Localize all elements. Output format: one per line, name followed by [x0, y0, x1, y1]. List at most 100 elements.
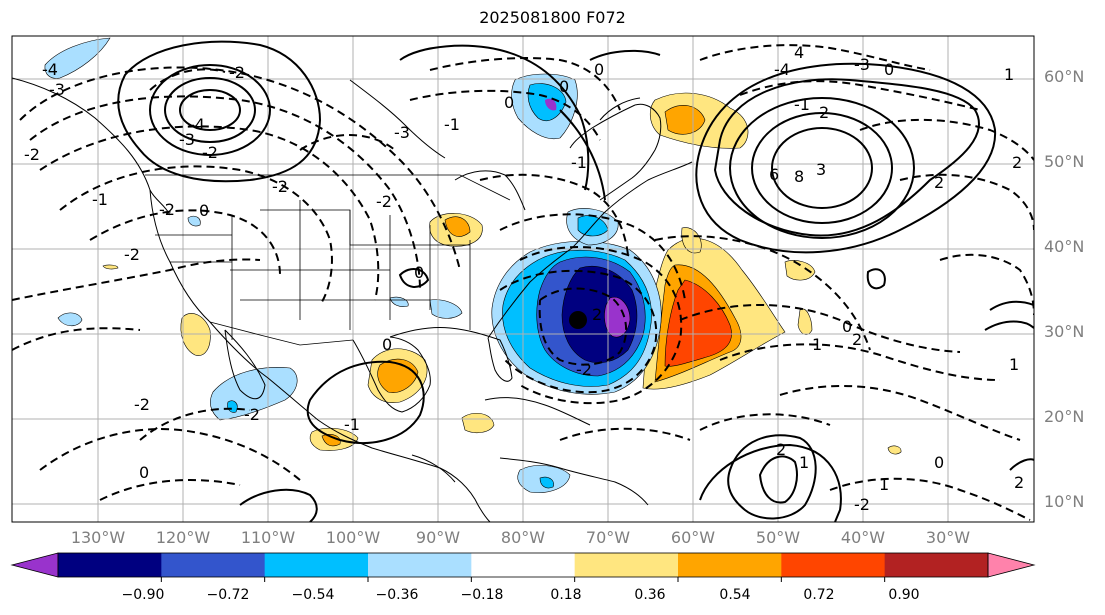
contour-label: -2: [24, 145, 40, 164]
lon-label-50w: 50°W: [755, 528, 801, 547]
contour-label: -1: [571, 153, 587, 172]
contour-label: 0: [842, 317, 852, 336]
colorbar-extend-min: [10, 552, 59, 578]
colorbar-tick-label: −0.54: [291, 587, 335, 603]
contour-label: 2: [819, 103, 829, 122]
lat-label-40n: 40°N: [1044, 237, 1085, 256]
contour-label: 6: [769, 165, 779, 184]
positive-contours: [117, 40, 1034, 522]
contour-label: 1: [812, 335, 822, 354]
contour-label: -1: [344, 415, 360, 434]
contour-label: -2: [229, 63, 245, 82]
graticule: [12, 36, 1034, 522]
contour-label: -2: [124, 245, 140, 264]
lat-label-30n: 30°N: [1044, 322, 1085, 341]
contour-label: 0: [414, 263, 424, 282]
lat-label-60n: 60°N: [1044, 67, 1085, 86]
contour-label: 8: [794, 167, 804, 186]
colorbar-tick-label: −0.18: [460, 587, 504, 603]
contour-label: 1: [1004, 65, 1014, 84]
contour-label: -3: [49, 80, 65, 99]
contour-label: -3: [179, 130, 195, 149]
lon-label-110w: 110°W: [240, 528, 296, 547]
contour-label: -2: [376, 192, 392, 211]
contour-label: 0: [139, 463, 149, 482]
colorbar-swatch: [368, 553, 472, 577]
contour-label: 2: [1012, 153, 1022, 172]
contour-label: 2: [776, 440, 786, 459]
lon-label-120w: 120°W: [155, 528, 211, 547]
map-title: 2025081800 F072: [479, 8, 626, 27]
contour-label: -1: [444, 115, 460, 134]
colorbar-extend-max: [987, 552, 1036, 578]
colorbar-swatch: [781, 553, 886, 577]
map-frame: [11, 35, 1035, 523]
contour-label: 1: [1009, 355, 1019, 374]
negative-anomaly-shading: [44, 37, 662, 493]
contour-label: -3: [854, 55, 870, 74]
contour-label: 0: [594, 60, 604, 79]
contour-label: 0: [504, 93, 514, 112]
contour-label: -2: [134, 395, 150, 414]
lon-label-60w: 60°W: [670, 528, 716, 547]
colorbar-tick-label: 0.72: [803, 587, 835, 603]
contour-label: 0: [382, 335, 392, 354]
contour-label: 1: [799, 453, 809, 472]
colorbar-tick-label: −0.72: [206, 587, 250, 603]
storm-center-marker: [569, 311, 587, 329]
contour-label: -1: [794, 95, 810, 114]
contour-label: 2: [592, 305, 602, 324]
contour-label: -2: [202, 143, 218, 162]
lon-label-70w: 70°W: [585, 528, 631, 547]
contour-label: -2: [244, 405, 260, 424]
lat-label-50n: 50°N: [1044, 152, 1085, 171]
colorbar-tick-label: 0.90: [888, 587, 920, 603]
colorbar-swatch: [264, 553, 369, 577]
contour-label: 2: [934, 173, 944, 192]
contour-label: -1: [92, 190, 108, 209]
contour-label: -4: [189, 115, 205, 134]
contour-label: -4: [774, 60, 790, 79]
lon-label-80w: 80°W: [500, 528, 546, 547]
colorbar-tick-label: 0.54: [719, 587, 751, 603]
colorbar-tick-label: −0.36: [375, 587, 419, 603]
lon-label-90w: 90°W: [415, 528, 461, 547]
colorbar-tick-label: −0.90: [121, 587, 165, 603]
contour-label: -2: [854, 495, 870, 514]
contour-label: -2: [576, 360, 592, 379]
colorbar: [10, 552, 1036, 582]
contour-label: 0: [559, 77, 569, 96]
negative-contours: [12, 44, 1034, 521]
colorbar-swatch: [161, 553, 266, 577]
colorbar-swatch: [58, 553, 162, 577]
contour-label: -4: [42, 60, 58, 79]
lon-label-130w: 130°W: [70, 528, 126, 547]
contour-label: 0: [199, 201, 209, 220]
borders: [145, 174, 511, 346]
colorbar-frame: [57, 552, 989, 578]
lat-label-10n: 10°N: [1044, 492, 1085, 511]
contour-label: -2: [272, 177, 288, 196]
lon-label-100w: 100°W: [325, 528, 381, 547]
contour-label: 4: [794, 43, 804, 62]
contour-label: -3: [394, 123, 410, 142]
lat-label-20n: 20°N: [1044, 407, 1085, 426]
colorbar-swatch: [471, 553, 576, 577]
colorbar-swatch: [884, 553, 989, 577]
contour-label: 1: [879, 475, 889, 494]
contour-label: 2: [1014, 473, 1024, 492]
contour-label: 0: [884, 60, 894, 79]
colorbar-swatch: [574, 553, 679, 577]
lon-label-30w: 30°W: [925, 528, 971, 547]
contour-label: 0: [934, 453, 944, 472]
colorbar-swatch: [678, 553, 782, 577]
colorbar-tick-label: 0.18: [550, 587, 582, 603]
contour-label: 2: [852, 330, 862, 349]
colorbar-tick-label: 0.36: [634, 587, 666, 603]
lon-label-40w: 40°W: [840, 528, 886, 547]
contour-label: 3: [816, 160, 826, 179]
contour-labels: -4-3-2-2-2-3 -1-2-2-4-3-2-1-2 0000-1-2-200…: [24, 43, 1024, 514]
contour-label: -2: [159, 200, 175, 219]
